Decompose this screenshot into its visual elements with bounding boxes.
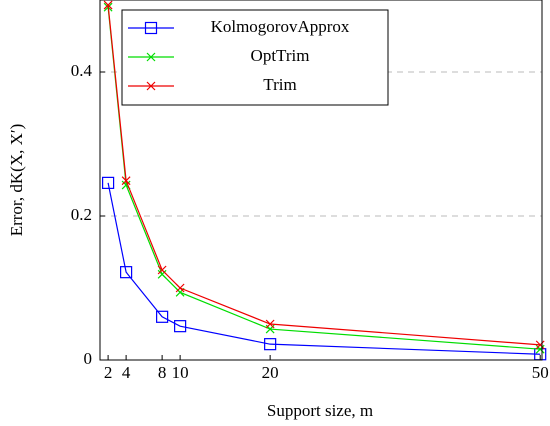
marker [157, 265, 167, 275]
marker [144, 21, 158, 35]
x-axis-label: Support size, m [267, 401, 373, 420]
y-tick-label: 0 [84, 349, 93, 368]
legend-label: Trim [263, 75, 296, 94]
y-axis-label: Error, dK(X, X′) [7, 124, 26, 237]
x-tick-label: 10 [172, 363, 189, 382]
marker [535, 344, 545, 354]
x-tick-label: 4 [122, 363, 131, 382]
marker [156, 310, 169, 323]
series-line [107, 4, 541, 346]
marker [535, 340, 545, 350]
marker [102, 176, 115, 189]
marker [121, 176, 131, 186]
marker [103, 0, 113, 10]
legend-label: OptTrim [251, 46, 310, 65]
series-line [107, 182, 541, 355]
y-tick-label: 0.4 [71, 61, 93, 80]
marker [120, 266, 133, 279]
x-tick-label: 2 [104, 363, 113, 382]
marker [265, 319, 275, 329]
marker [264, 338, 277, 351]
x-tick-label: 8 [158, 363, 167, 382]
marker [146, 81, 156, 91]
plot-frame [99, 0, 543, 361]
marker [175, 283, 185, 293]
y-tick-label: 0.2 [71, 205, 92, 224]
marker [146, 52, 156, 62]
x-tick-label: 50 [532, 363, 549, 382]
marker [174, 320, 187, 333]
legend-label: KolmogorovApprox [211, 17, 350, 36]
x-tick-label: 20 [262, 363, 279, 382]
marker [157, 269, 167, 279]
